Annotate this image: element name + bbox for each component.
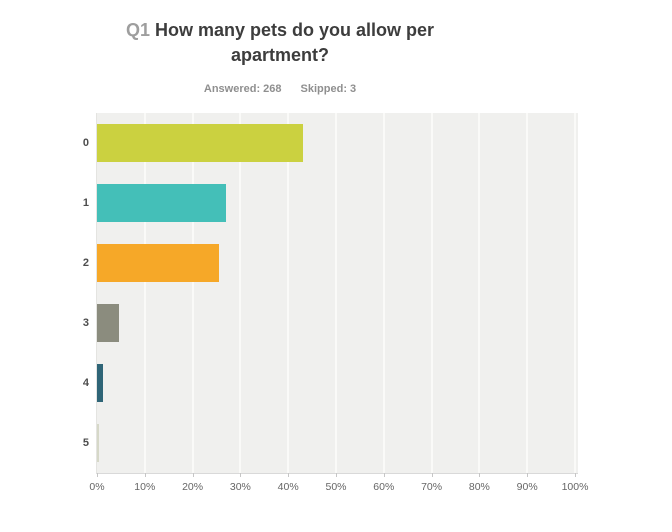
bar-3[interactable]	[97, 304, 119, 342]
category-label: 1	[82, 197, 89, 209]
x-axis-label: 10%	[134, 481, 156, 493]
gridline	[239, 113, 242, 473]
axis-tick	[575, 473, 576, 477]
category-label: 3	[82, 317, 89, 329]
x-axis-label: 70%	[421, 481, 443, 493]
skipped-value: 3	[350, 83, 357, 95]
gridline	[526, 113, 529, 473]
axis-tick	[527, 473, 529, 477]
chart-row: 1	[83, 173, 578, 233]
axis-tick	[240, 473, 242, 477]
gridline	[478, 113, 481, 473]
x-axis-label: 50%	[325, 481, 347, 493]
question-number: Q1	[125, 20, 150, 40]
axis-tick	[288, 473, 290, 477]
axis-tick	[431, 473, 433, 477]
chart-header: Q1 How many pets do you allow per apartm…	[0, 18, 560, 95]
bar-1[interactable]	[97, 184, 227, 222]
gridline	[574, 113, 576, 473]
skipped-stat: Skipped: 3	[301, 83, 357, 95]
chart-row: 0	[83, 113, 578, 173]
category-label: 4	[82, 377, 89, 389]
bar-chart-plot-area: 0% 10% 20% 30% 40% 50% 60% 70% 80% 90% 100% 0 1 2 3 4 5	[83, 113, 588, 493]
bar-5[interactable]	[97, 424, 99, 462]
axis-tick	[383, 473, 385, 477]
answered-value: 268	[263, 83, 282, 95]
x-axis-label: 100%	[561, 481, 589, 493]
page-title: Q1 How many pets do you allow per apartm…	[84, 18, 476, 68]
bar-0[interactable]	[97, 124, 303, 162]
gridline	[335, 113, 337, 473]
axis-tick	[192, 473, 194, 477]
x-axis-label: 40%	[277, 481, 299, 493]
x-axis-label: 0%	[89, 481, 105, 493]
x-axis-label: 80%	[468, 481, 490, 493]
axis-tick	[336, 473, 337, 477]
x-axis-label: 30%	[229, 481, 251, 493]
category-label: 2	[82, 257, 89, 269]
x-axis-label: 90%	[516, 481, 538, 493]
gridline	[430, 113, 433, 473]
bar-2[interactable]	[97, 244, 219, 282]
chart-row: 5	[83, 413, 578, 473]
response-stats: Answered: 268 Skipped: 3	[0, 83, 560, 95]
category-label: 0	[82, 137, 89, 149]
gridline	[382, 113, 385, 473]
axis-tick	[97, 473, 98, 477]
x-axis-label: 60%	[373, 481, 395, 493]
category-label: 5	[82, 437, 89, 449]
chart-row: 4	[83, 353, 578, 413]
x-axis-label: 20%	[182, 481, 204, 493]
answered-label: Answered:	[203, 83, 261, 95]
gridline	[191, 113, 194, 473]
skipped-label: Skipped:	[300, 83, 347, 95]
gridline	[143, 113, 146, 473]
axis-tick	[479, 473, 481, 477]
bar-4[interactable]	[97, 364, 103, 402]
gridline	[287, 113, 290, 473]
chart-row: 3	[83, 293, 578, 353]
question-title: How many pets do you allow per apartment…	[154, 20, 435, 65]
axis-tick	[144, 473, 146, 477]
answered-stat: Answered: 268	[204, 83, 282, 95]
chart-row: 2	[83, 233, 578, 293]
